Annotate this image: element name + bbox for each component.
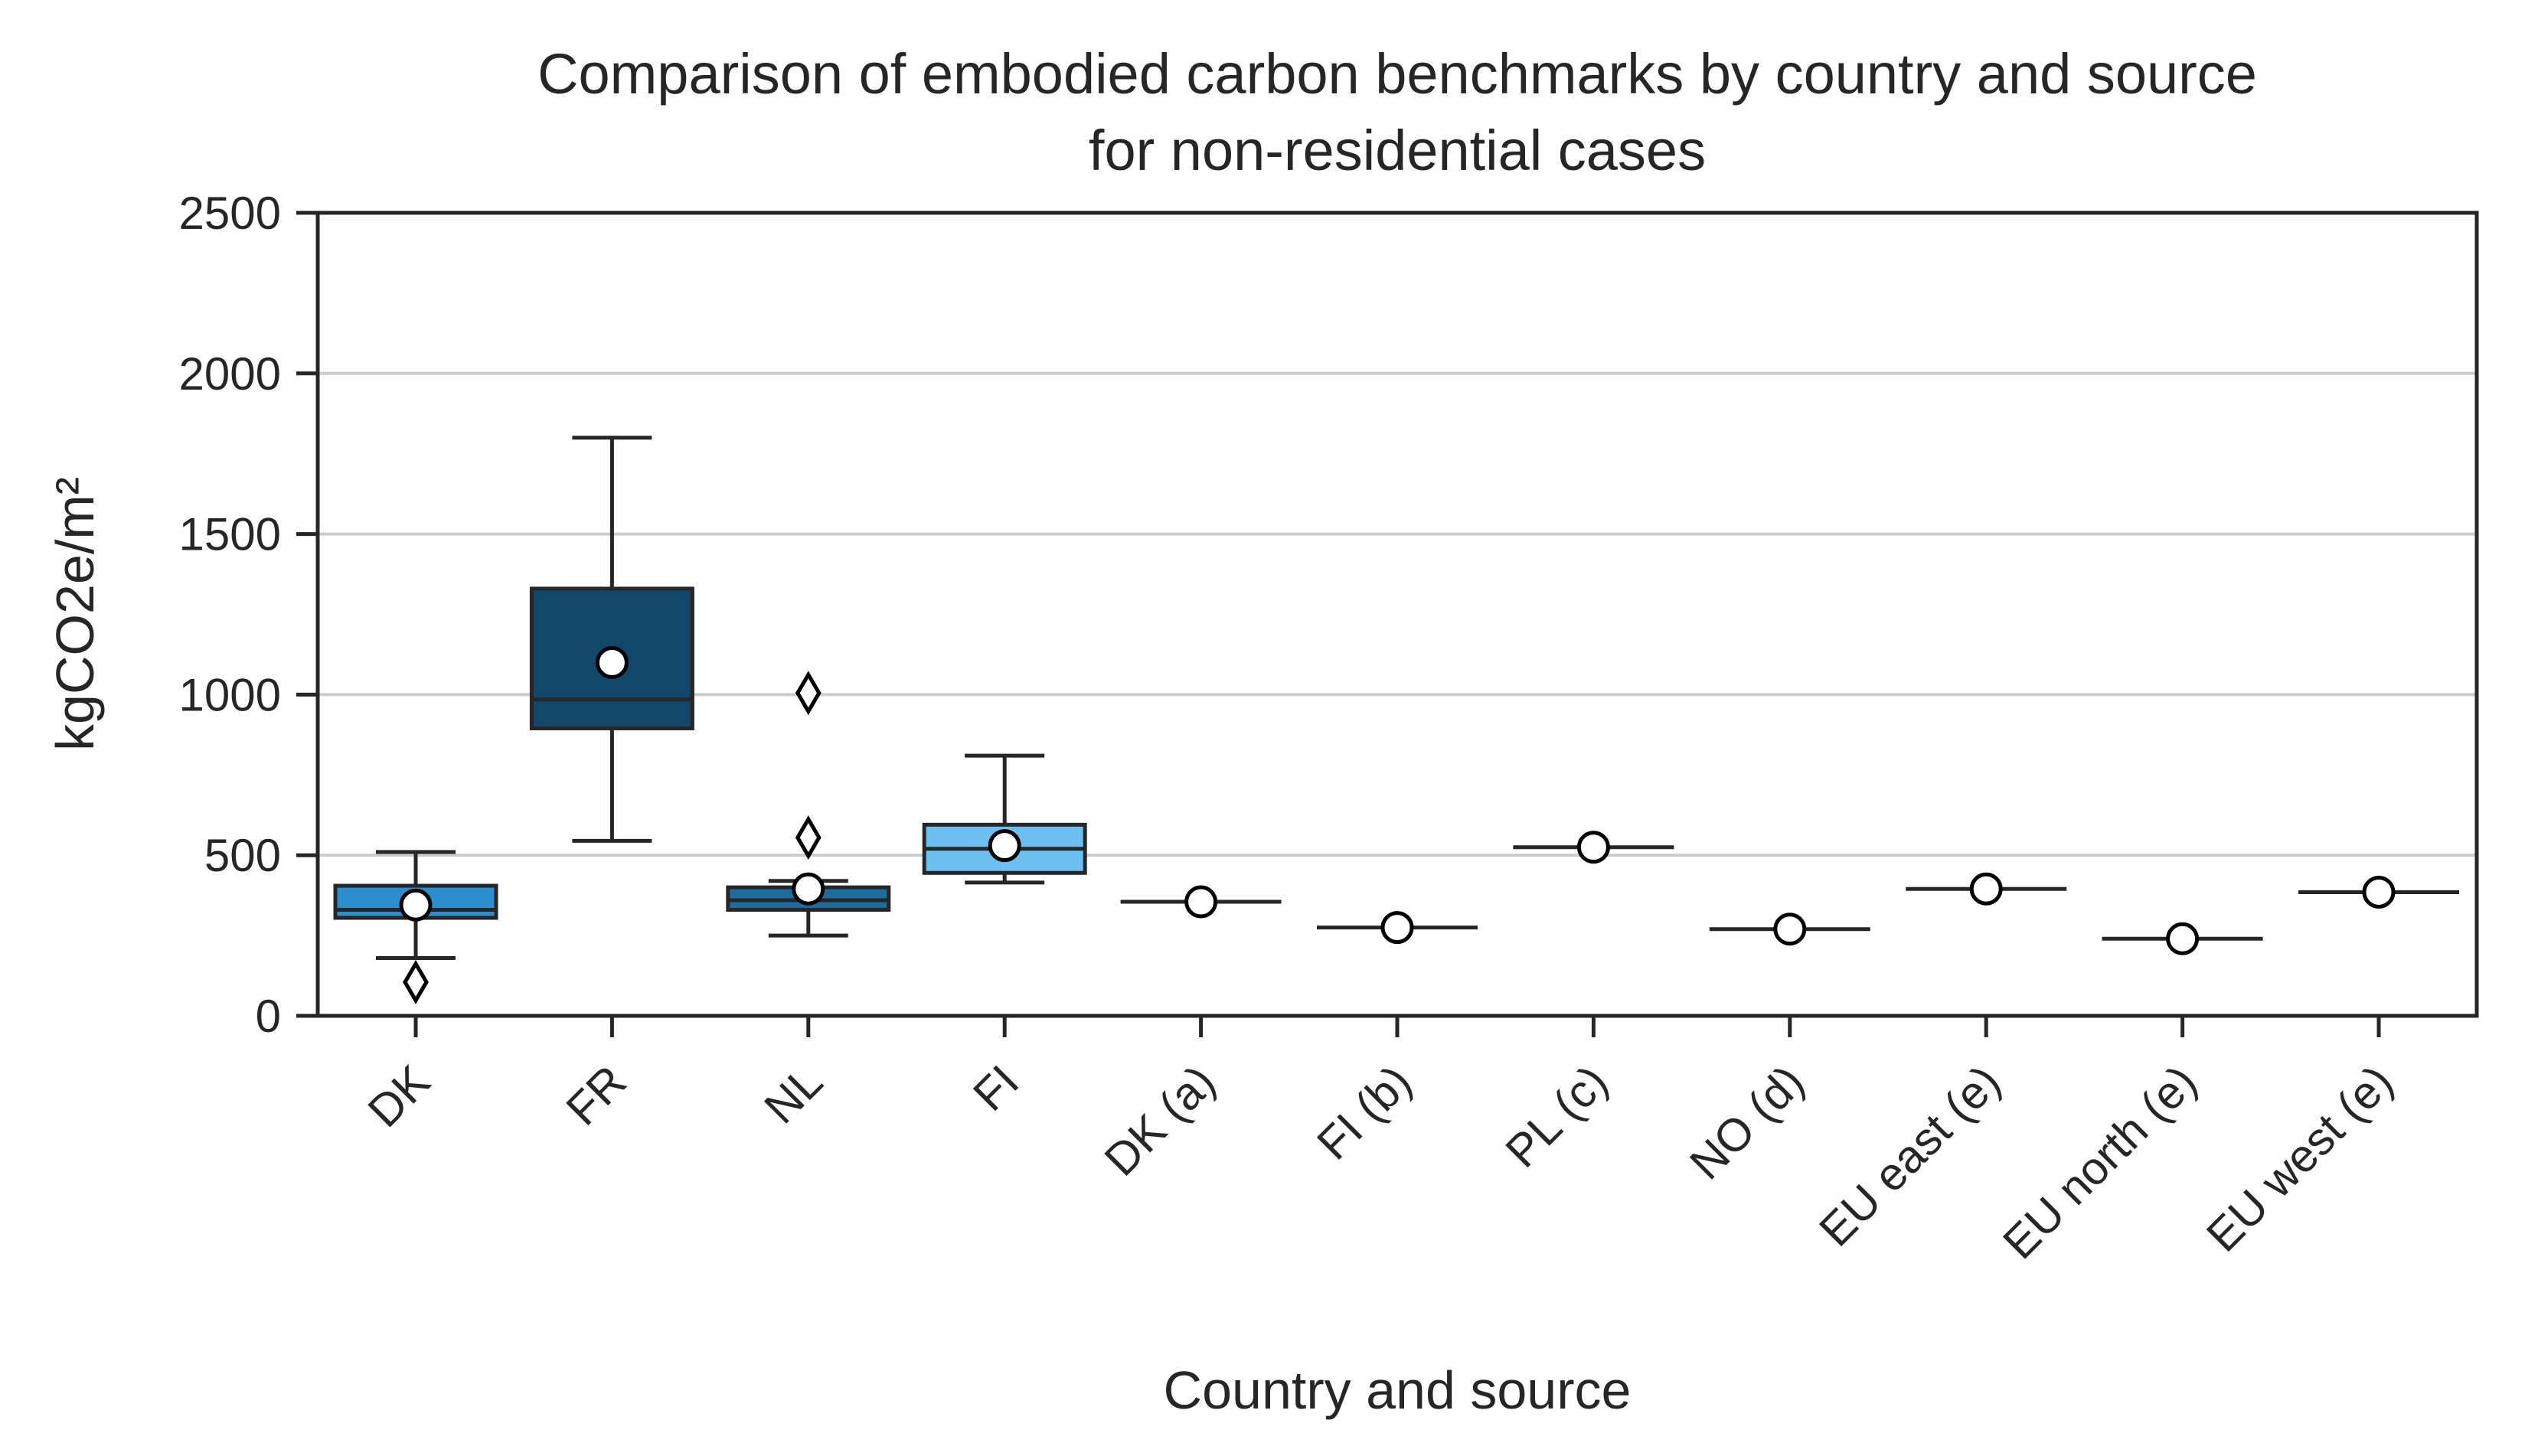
plot-marks xyxy=(333,436,2459,1004)
mean-marker xyxy=(2362,875,2396,909)
mean-marker xyxy=(1380,911,1414,945)
y-tick-label: 2000 xyxy=(179,348,281,400)
box-dk xyxy=(333,850,498,1004)
x-tick-label: NL xyxy=(754,1056,832,1134)
chart-title: Comparison of embodied carbon benchmarks… xyxy=(537,42,2257,106)
box-eu-east-e xyxy=(1906,872,2067,906)
x-tick-label: NO (d) xyxy=(1680,1056,1814,1190)
mean-marker xyxy=(792,872,825,906)
x-tick-label: FR xyxy=(557,1056,636,1135)
x-tick-label: DK xyxy=(358,1056,439,1137)
box-eu-west-e xyxy=(2298,875,2459,909)
y-tick-label: 0 xyxy=(256,991,281,1042)
box-dk-a xyxy=(1120,885,1282,919)
box-no-d xyxy=(1709,912,1870,946)
mean-marker xyxy=(1969,872,2003,906)
mean-marker xyxy=(399,888,433,922)
mean-marker xyxy=(2166,922,2200,955)
box-eu-north-e xyxy=(2102,922,2263,955)
mean-marker xyxy=(1773,912,1807,946)
y-tick-label: 500 xyxy=(204,830,281,881)
chart-subtitle: for non-residential cases xyxy=(1089,119,1706,182)
y-axis: 0 500 1000 1500 2000 2500 xyxy=(179,188,318,1042)
x-tick-label: DK (a) xyxy=(1095,1056,1225,1186)
x-tick-label: FI xyxy=(963,1056,1028,1121)
x-axis: DK FR NL FI DK (a) FI (b) PL (c) NO (d)EU east … xyxy=(358,1016,2403,1268)
box-fr xyxy=(529,436,694,843)
box-pl-c xyxy=(1513,831,1674,864)
outlier-point xyxy=(795,671,822,716)
outlier-point xyxy=(403,959,429,1004)
y-tick-label: 1500 xyxy=(179,509,281,560)
box-nl xyxy=(726,671,891,938)
box-fi xyxy=(922,753,1087,885)
x-tick-label: FI (b) xyxy=(1307,1056,1421,1170)
x-tick-label: EU north (e) xyxy=(1993,1056,2206,1268)
mean-marker xyxy=(1184,885,1218,919)
x-axis-label: Country and source xyxy=(1164,1360,1632,1420)
y-axis-label: kgCO2e/m² xyxy=(45,477,105,751)
y-tick-label: 2500 xyxy=(179,188,281,239)
box-fi-b xyxy=(1317,911,1478,945)
outlier-point xyxy=(795,815,822,860)
mean-marker xyxy=(988,829,1021,863)
x-tick-label: PL (c) xyxy=(1496,1056,1618,1177)
y-tick-label: 1000 xyxy=(179,669,281,720)
mean-marker xyxy=(595,645,629,679)
mean-marker xyxy=(1576,831,1610,864)
x-tick-label: EU east (e) xyxy=(1809,1056,2010,1256)
x-tick-label: EU west (e) xyxy=(2197,1056,2403,1262)
